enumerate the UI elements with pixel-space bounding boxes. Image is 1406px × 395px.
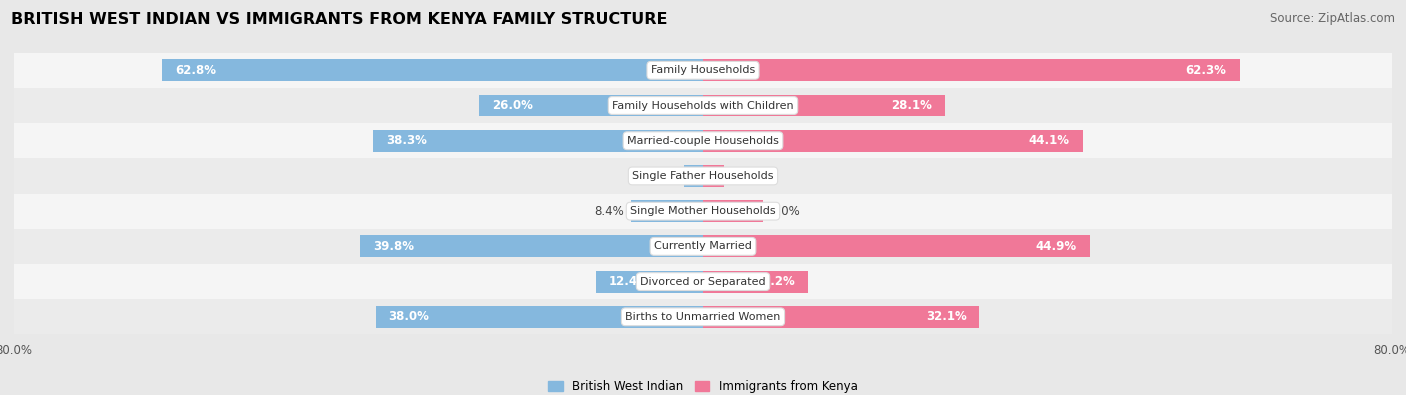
Text: Single Mother Households: Single Mother Households <box>630 206 776 216</box>
Text: 2.4%: 2.4% <box>731 169 761 182</box>
Text: 2.2%: 2.2% <box>647 169 678 182</box>
Bar <box>14 299 1392 335</box>
Bar <box>703 271 808 293</box>
Text: 62.8%: 62.8% <box>176 64 217 77</box>
Bar <box>373 130 703 152</box>
Text: 12.2%: 12.2% <box>755 275 796 288</box>
Text: Single Father Households: Single Father Households <box>633 171 773 181</box>
Bar <box>703 200 763 222</box>
Bar <box>703 130 1083 152</box>
Bar <box>14 88 1392 123</box>
Text: Family Households with Children: Family Households with Children <box>612 100 794 111</box>
Bar <box>14 53 1392 88</box>
Bar <box>14 194 1392 229</box>
Text: 44.9%: 44.9% <box>1036 240 1077 253</box>
Bar <box>703 235 1090 257</box>
Text: Currently Married: Currently Married <box>654 241 752 251</box>
Text: Married-couple Households: Married-couple Households <box>627 136 779 146</box>
Bar <box>375 306 703 328</box>
Bar <box>703 306 980 328</box>
Bar <box>479 94 703 117</box>
Bar <box>703 165 724 187</box>
Bar <box>14 158 1392 194</box>
Bar <box>162 59 703 81</box>
Text: BRITISH WEST INDIAN VS IMMIGRANTS FROM KENYA FAMILY STRUCTURE: BRITISH WEST INDIAN VS IMMIGRANTS FROM K… <box>11 12 668 27</box>
Text: 7.0%: 7.0% <box>770 205 800 218</box>
Bar <box>703 59 1240 81</box>
Text: Family Households: Family Households <box>651 65 755 75</box>
Bar <box>14 229 1392 264</box>
Text: 12.4%: 12.4% <box>609 275 650 288</box>
Bar <box>14 123 1392 158</box>
Text: 32.1%: 32.1% <box>925 310 966 324</box>
Text: 38.0%: 38.0% <box>388 310 430 324</box>
Bar <box>703 94 945 117</box>
Bar <box>596 271 703 293</box>
Text: 26.0%: 26.0% <box>492 99 533 112</box>
Bar <box>360 235 703 257</box>
Text: 8.4%: 8.4% <box>593 205 624 218</box>
Text: 44.1%: 44.1% <box>1029 134 1070 147</box>
Bar <box>685 165 703 187</box>
Text: Births to Unmarried Women: Births to Unmarried Women <box>626 312 780 322</box>
Text: 38.3%: 38.3% <box>387 134 427 147</box>
Text: Divorced or Separated: Divorced or Separated <box>640 276 766 287</box>
Bar <box>631 200 703 222</box>
Text: 62.3%: 62.3% <box>1185 64 1226 77</box>
Text: Source: ZipAtlas.com: Source: ZipAtlas.com <box>1270 12 1395 25</box>
Text: 28.1%: 28.1% <box>891 99 932 112</box>
Bar <box>14 264 1392 299</box>
Legend: British West Indian, Immigrants from Kenya: British West Indian, Immigrants from Ken… <box>544 376 862 395</box>
Text: 39.8%: 39.8% <box>373 240 415 253</box>
